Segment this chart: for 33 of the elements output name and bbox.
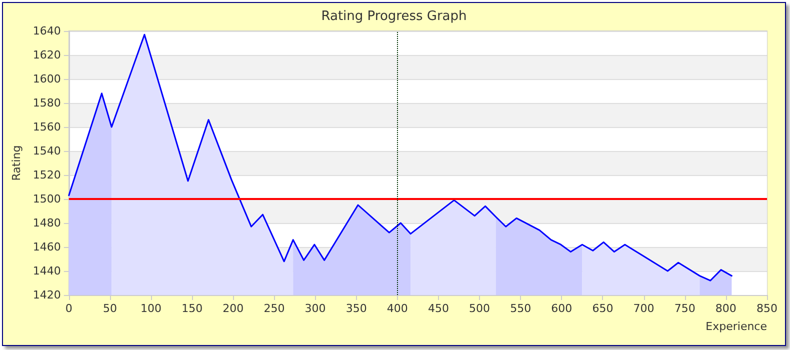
x-tick-label: 50	[102, 302, 117, 315]
x-tick-label: 550	[510, 302, 532, 315]
chart-title: Rating Progress Graph	[321, 9, 467, 24]
y-axis-title: Rating	[10, 145, 23, 181]
y-tick-label: 1520	[32, 168, 61, 182]
y-tick-label: 1600	[32, 72, 61, 86]
x-tick-label: 200	[222, 302, 244, 315]
x-tick-label: 750	[674, 302, 696, 315]
y-tick-label: 1420	[32, 288, 61, 302]
x-tick-label: 450	[428, 302, 449, 315]
x-tick-label: 350	[346, 302, 367, 315]
y-tick-label: 1560	[32, 120, 61, 134]
x-tick-label: 150	[182, 302, 203, 315]
x-axis-title: Experience	[706, 320, 768, 333]
x-tick-label: 700	[633, 302, 654, 315]
y-tick-label: 1620	[32, 48, 61, 62]
y-tick-label: 1480	[32, 216, 61, 230]
y-tick-label: 1500	[32, 192, 61, 206]
x-tick-label: 300	[304, 302, 326, 315]
x-tick-label: 250	[264, 302, 285, 315]
y-tick-label: 1440	[32, 264, 61, 278]
x-tick-label: 0	[65, 302, 72, 315]
x-tick-label: 850	[756, 302, 778, 315]
x-tick-label: 100	[140, 302, 162, 315]
x-tick-label: 650	[592, 302, 614, 315]
x-tick-label: 600	[551, 302, 572, 315]
y-tick-label: 1640	[32, 24, 61, 38]
y-tick-label: 1580	[32, 96, 61, 110]
y-tick-label: 1540	[32, 144, 61, 158]
x-tick-label: 800	[715, 302, 736, 315]
x-tick-label: 500	[469, 302, 490, 315]
x-tick-label: 400	[386, 302, 408, 315]
y-tick-label: 1460	[32, 240, 61, 254]
